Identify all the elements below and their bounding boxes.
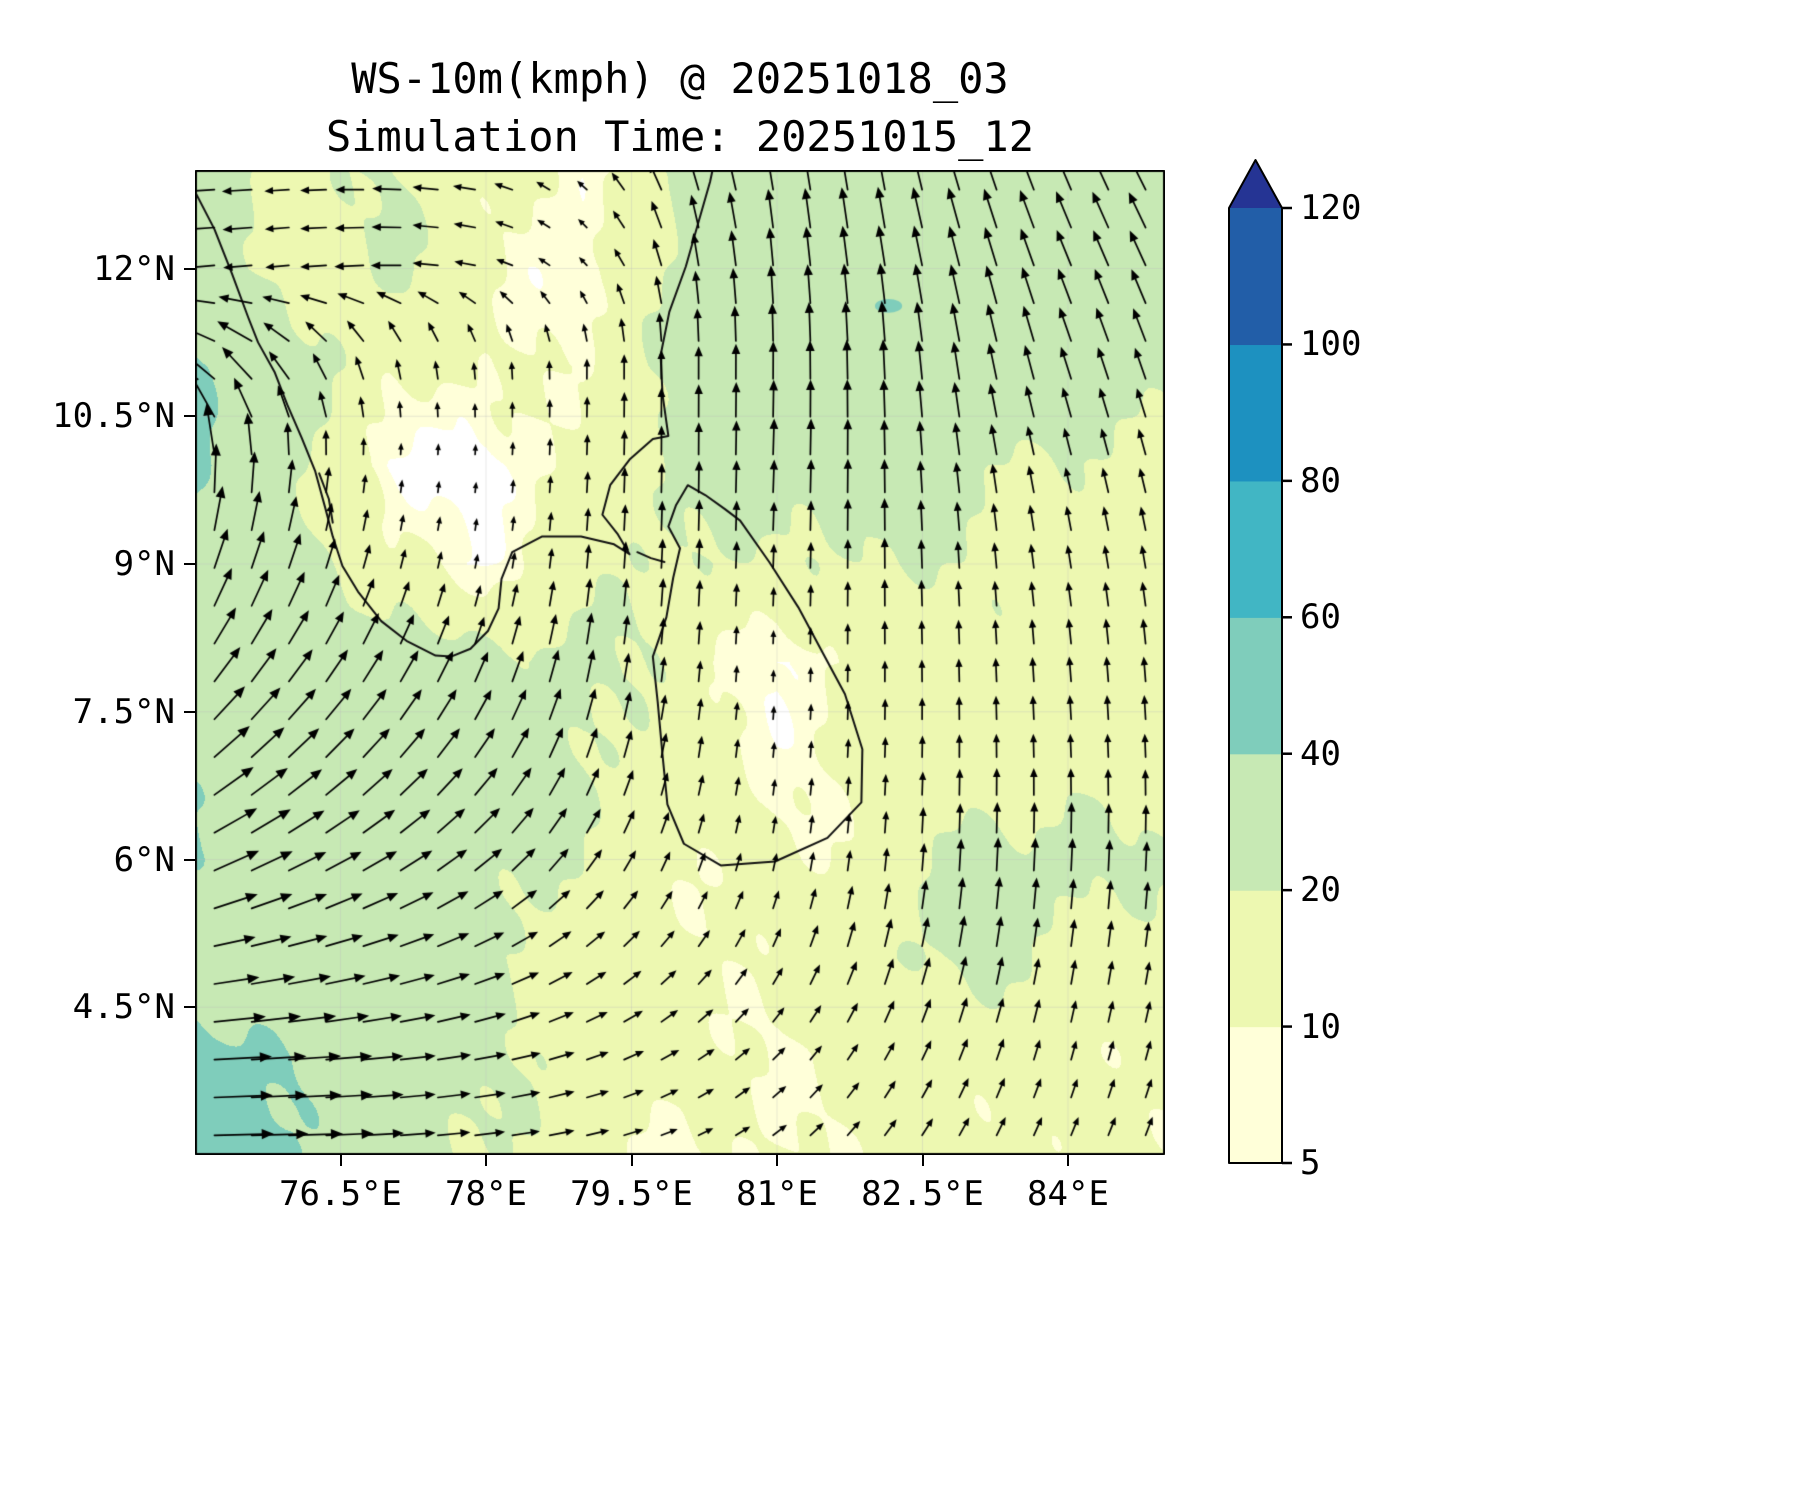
y-tick-mark: [184, 267, 195, 270]
y-tick-mark: [184, 563, 195, 565]
y-tick-label: 6°N: [113, 839, 175, 880]
x-tick-label: 82.5°E: [861, 1174, 984, 1214]
y-tick-label: 12°N: [93, 248, 175, 289]
figure-title: WS-10m(kmph) @ 20251018_03: [351, 54, 1009, 103]
x-tick-label: 81°E: [736, 1174, 818, 1214]
colorbar-tick-label: 20: [1300, 870, 1341, 911]
colorbar-band: [1229, 480, 1282, 618]
colorbar-tick-label: 5: [1300, 1143, 1321, 1183]
figure-subtitle: Simulation Time: 20251015_12: [325, 111, 1034, 161]
x-tick-mark: [485, 1155, 487, 1166]
x-tick-label: 78°E: [445, 1174, 527, 1214]
x-tick-label: 84°E: [1027, 1174, 1109, 1214]
colorbar-tick-label: 80: [1300, 460, 1341, 501]
colorbar-tick-label: 60: [1300, 597, 1341, 638]
colorbar-tick-label: 40: [1300, 733, 1341, 774]
x-tick-mark: [630, 1155, 633, 1166]
x-tick-label: 76.5°E: [279, 1174, 402, 1214]
colorbar-tick-label: 100: [1300, 324, 1362, 365]
colorbar-band: [1229, 1026, 1282, 1164]
colorbar-tick-label: 120: [1300, 188, 1362, 228]
y-tick-mark: [184, 415, 195, 418]
x-tick-mark: [776, 1155, 778, 1166]
colorbar-band: [1229, 344, 1282, 482]
y-tick-mark: [184, 710, 195, 713]
colorbar-tick-label: 10: [1300, 1006, 1341, 1047]
x-tick-mark: [339, 1155, 342, 1166]
map-canvas: [195, 170, 1165, 1155]
y-tick-label: 9°N: [113, 544, 175, 584]
colorbar-band: [1229, 753, 1282, 891]
y-tick-label: 7.5°N: [72, 691, 175, 732]
x-tick-mark: [1067, 1155, 1069, 1166]
colorbar-band: [1229, 617, 1282, 755]
figure-title-block: WS-10m(kmph) @ 20251018_03 Simulation Ti…: [195, 50, 1165, 166]
map-plot-area: [195, 170, 1165, 1155]
colorbar: [1228, 159, 1292, 1165]
y-tick-label: 10.5°N: [52, 396, 175, 437]
x-tick-mark: [921, 1155, 924, 1166]
y-tick-mark: [184, 858, 195, 861]
x-tick-label: 79.5°E: [570, 1174, 693, 1214]
y-tick-label: 4.5°N: [72, 987, 175, 1028]
colorbar-extend-triangle: [1229, 160, 1282, 208]
colorbar-band: [1229, 208, 1282, 346]
colorbar-band: [1229, 890, 1282, 1028]
y-tick-mark: [184, 1006, 195, 1009]
